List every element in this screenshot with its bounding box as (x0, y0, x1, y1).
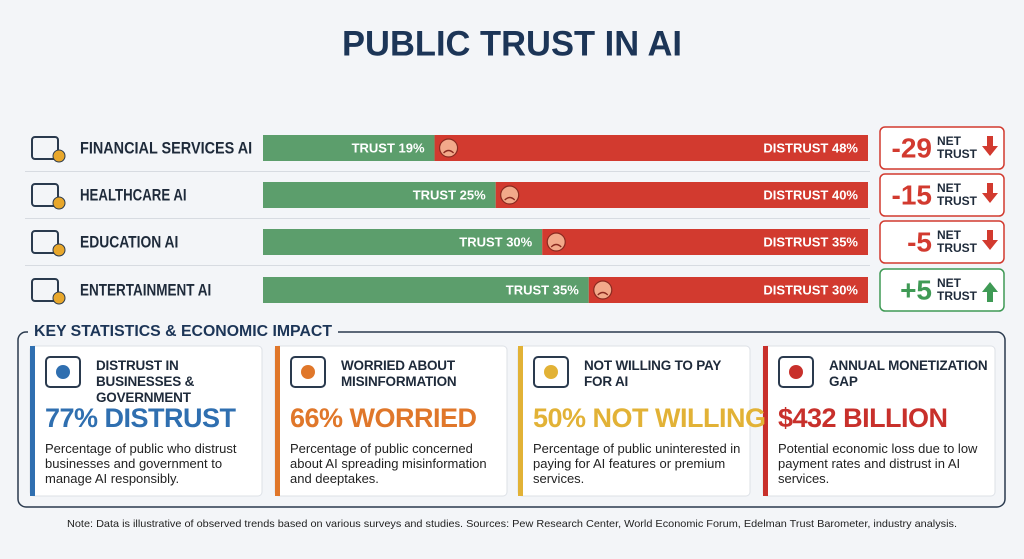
net-value: +5 (900, 274, 932, 305)
stat-icon (533, 356, 569, 388)
net-value: -5 (907, 226, 932, 257)
stat-headline: 77% DISTRUST (45, 403, 236, 433)
stat-icon (290, 356, 326, 388)
stat-icon (778, 356, 814, 388)
stat-icon-accent (301, 365, 315, 379)
stat-headline: 66% WORRIED (290, 403, 477, 433)
stat-description: Percentage of public uninterested in pay… (533, 441, 741, 486)
stat-headline: $432 BILLION (778, 403, 948, 433)
chart-title: PUBLIC TRUST IN AI (342, 24, 682, 63)
category-icon (31, 278, 59, 302)
net-label: NET TRUST (937, 228, 977, 255)
stats-frame (17, 331, 1006, 508)
net-box (879, 126, 1005, 170)
trust-label: TRUST 30% (459, 234, 532, 249)
trust-bar (263, 229, 543, 255)
frown-face (438, 138, 459, 158)
stat-title: WORRIED ABOUT MISINFORMATION (341, 358, 457, 389)
frown-face (593, 280, 613, 300)
net-arrow (982, 136, 998, 156)
net-arrow (982, 183, 998, 203)
stat-card-accent (275, 346, 280, 496)
stats-title-bg (28, 322, 338, 342)
category-icon (31, 230, 59, 254)
frown-face (500, 185, 520, 205)
stat-title: DISTRUST IN BUSINESSES & GOVERNMENT (96, 358, 195, 405)
trust-label: TRUST 25% (413, 187, 486, 202)
trust-label: TRUST 19% (352, 140, 425, 155)
net-label: NET TRUST (937, 181, 977, 208)
category-label: ENTERTAINMENT AI (80, 280, 211, 299)
stat-title: ANNUAL MONETIZATION GAP (829, 358, 988, 389)
category-label: FINANCIAL SERVICES AI (80, 138, 252, 157)
stat-card-accent (763, 346, 768, 496)
stat-headline: 50% NOT WILLING (533, 403, 766, 433)
stat-icon-accent (56, 365, 70, 379)
frown-face (546, 232, 566, 252)
trust-bar (263, 277, 589, 303)
stat-title: NOT WILLING TO PAY FOR AI (584, 358, 721, 389)
note: Note: Data is illustrative of observed t… (67, 518, 957, 530)
stat-icon (45, 356, 81, 388)
distrust-label: DISTRUST 48% (763, 140, 858, 155)
stat-description: Potential economic loss due to low payme… (778, 441, 978, 486)
frown-mouth (443, 149, 455, 154)
net-value: -15 (892, 179, 932, 210)
stat-icon-accent (789, 365, 803, 379)
category-icon-accent (52, 243, 66, 257)
distrust-bar (495, 182, 868, 208)
distrust-bar (588, 277, 868, 303)
category-icon (31, 136, 59, 160)
distrust-bar (542, 229, 868, 255)
stat-description: Percentage of public concerned about AI … (290, 441, 487, 486)
trust-label: TRUST 35% (506, 282, 579, 297)
stat-description: Percentage of public who distrust busine… (45, 441, 237, 486)
net-arrow (982, 230, 998, 250)
net-box (879, 268, 1005, 312)
distrust-label: DISTRUST 30% (763, 282, 858, 297)
stat-card-accent (518, 346, 523, 496)
net-box (879, 173, 1005, 217)
stat-card-accent (30, 346, 35, 496)
trust-bar (263, 135, 435, 161)
stats-title: KEY STATISTICS & ECONOMIC IMPACT (34, 323, 332, 340)
frown-mouth (504, 196, 516, 201)
distrust-label: DISTRUST 40% (763, 187, 858, 202)
category-label: EDUCATION AI (80, 232, 178, 251)
net-arrow (982, 282, 998, 302)
category-icon-accent (52, 291, 66, 305)
category-icon (31, 183, 59, 207)
net-label: NET TRUST (937, 134, 977, 161)
category-icon-accent (52, 149, 66, 163)
stat-icon-accent (544, 365, 558, 379)
net-label: NET TRUST (937, 276, 977, 303)
trust-bar (263, 182, 496, 208)
frown-mouth (597, 291, 609, 296)
frown-mouth (550, 243, 562, 248)
distrust-bar (434, 135, 868, 161)
category-icon-accent (52, 196, 66, 210)
distrust-label: DISTRUST 35% (763, 234, 858, 249)
net-box (879, 220, 1005, 264)
category-label: HEALTHCARE AI (80, 185, 187, 204)
net-value: -29 (892, 132, 932, 163)
